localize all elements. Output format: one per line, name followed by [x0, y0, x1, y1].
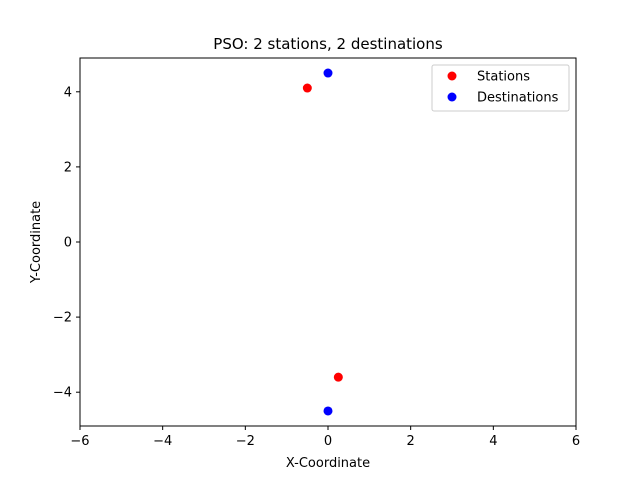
legend-label: Destinations — [477, 91, 559, 106]
legend: Stations Destinations — [431, 64, 570, 112]
legend-marker — [447, 92, 457, 102]
x-tick-label: 0 — [324, 434, 332, 449]
legend-label: Stations — [477, 70, 530, 85]
y-tick-label: −4 — [53, 386, 72, 401]
station-point — [302, 83, 312, 93]
legend-marker — [447, 71, 457, 81]
destination-point — [323, 68, 333, 78]
x-tick-label: −4 — [153, 434, 172, 449]
y-axis-label: Y-Coordinate — [29, 201, 44, 284]
y-axis: −4 −2 0 2 4 — [53, 85, 80, 401]
plot-area — [79, 57, 577, 427]
legend-box — [431, 64, 570, 112]
station-point — [333, 372, 343, 382]
y-tick-label: 2 — [64, 160, 72, 175]
x-tick-label: 4 — [489, 434, 497, 449]
y-tick-label: 4 — [64, 85, 72, 100]
x-axis: −6 −4 −2 0 2 4 6 — [70, 426, 580, 449]
x-tick-label: −2 — [236, 434, 255, 449]
chart-title: PSO: 2 stations, 2 destinations — [213, 35, 443, 53]
x-axis-label: X-Coordinate — [286, 456, 370, 471]
y-tick-label: 0 — [64, 236, 72, 251]
scatter-points — [302, 68, 343, 416]
destination-point — [323, 406, 333, 416]
x-tick-label: −6 — [70, 434, 89, 449]
x-tick-label: 6 — [572, 434, 580, 449]
x-tick-label: 2 — [407, 434, 415, 449]
y-tick-label: −2 — [53, 311, 72, 326]
